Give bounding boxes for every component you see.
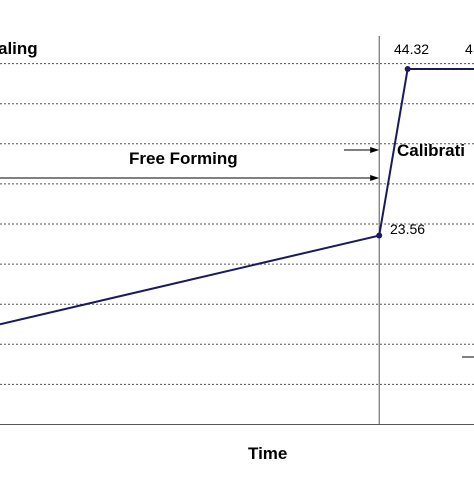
data-point-marker bbox=[404, 66, 411, 73]
x-axis-title: Time bbox=[248, 444, 287, 463]
grid-layer bbox=[0, 63, 474, 385]
point-label-high: 44.32 bbox=[394, 41, 429, 57]
data-point-marker bbox=[376, 232, 383, 239]
point-label-high-right: 4 bbox=[465, 41, 473, 57]
free-forming-label: Free Forming bbox=[129, 149, 238, 168]
series-layer bbox=[0, 66, 474, 326]
calibration-arrow-head bbox=[370, 147, 380, 153]
free-forming-arrow-head bbox=[370, 175, 380, 181]
series-line bbox=[0, 68, 474, 326]
point-label-low: 23.56 bbox=[390, 221, 425, 237]
calibration-label: Calibrati bbox=[397, 141, 465, 160]
top-left-label: aling bbox=[0, 39, 38, 58]
